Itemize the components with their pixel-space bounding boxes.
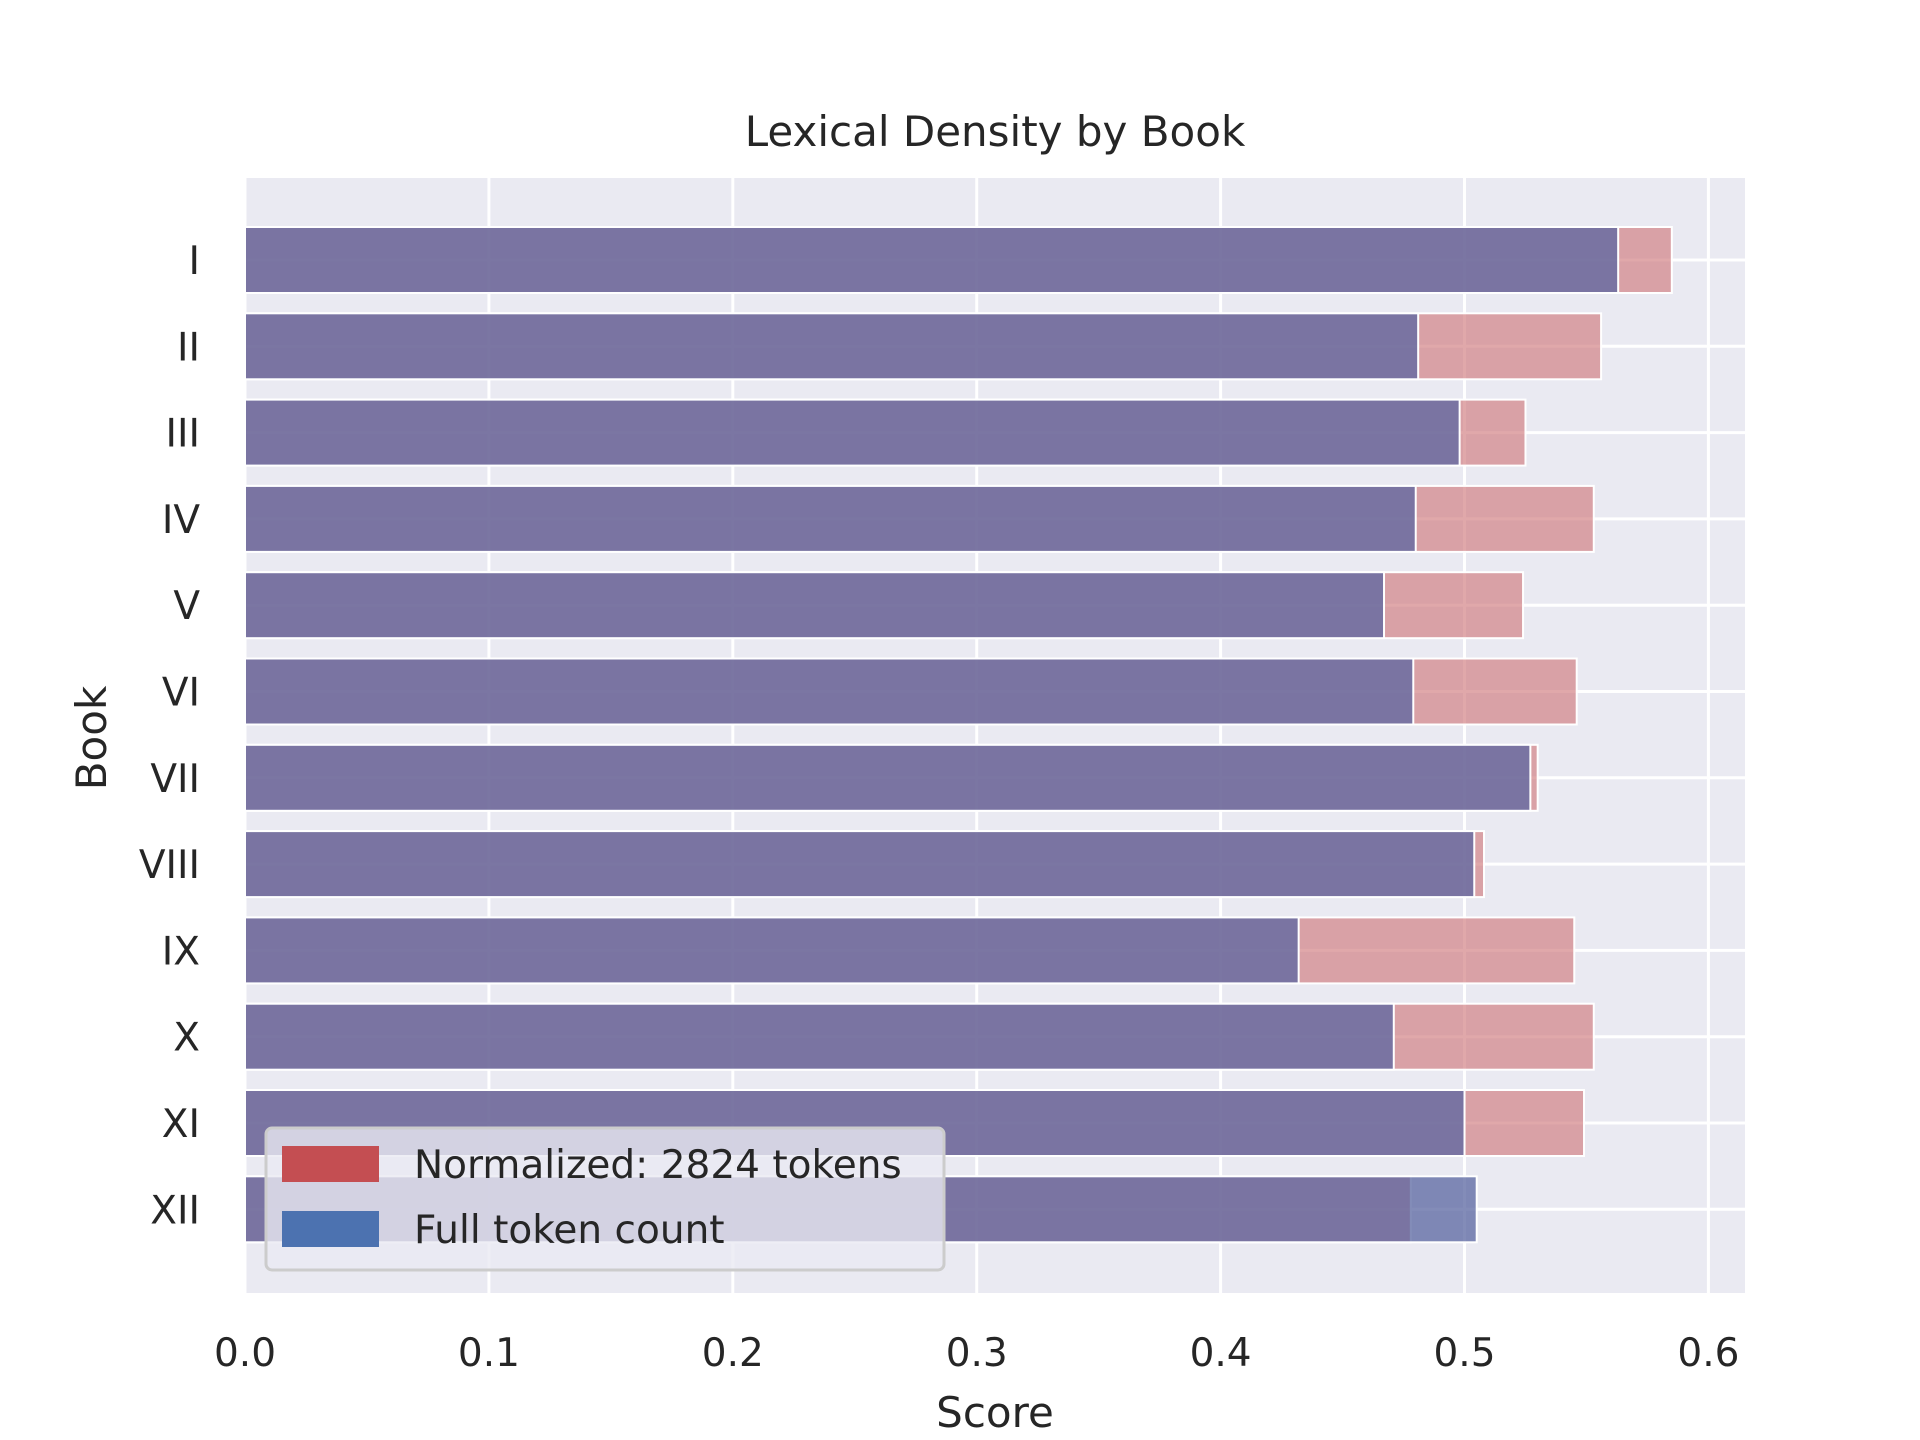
legend-label-normalized: Normalized: 2824 tokens (414, 1143, 902, 1188)
y-tick-label-x: X (173, 1016, 200, 1061)
bar-full-token-count-v (244, 571, 1386, 640)
x-axis-label: Score (936, 1388, 1054, 1437)
x-tick-label: 0.2 (702, 1331, 764, 1376)
x-tick-label: 0.6 (1677, 1331, 1739, 1376)
y-axis-label: Book (67, 685, 116, 790)
y-tick-label-xi: XI (162, 1102, 200, 1147)
legend-box (264, 1126, 946, 1272)
bar-full-token-count-i (244, 226, 1620, 294)
legend: Normalized: 2824 tokens Full token count (264, 1126, 946, 1272)
bar-full-token-count-iv (244, 484, 1417, 553)
y-tick-label-vii: VII (150, 757, 200, 802)
x-tick-label: 0.4 (1190, 1331, 1252, 1376)
x-tick-labels: 0.0 0.1 0.2 0.3 0.4 0.5 0.6 (214, 1331, 1739, 1376)
bar-full-token-count-ii (244, 312, 1420, 381)
y-tick-label-i: I (188, 239, 200, 284)
bar-full-token-count-ix (244, 916, 1300, 985)
y-tick-label-v: V (173, 584, 200, 629)
bar-full-token-count-x (244, 1002, 1395, 1071)
x-tick-label: 0.3 (946, 1331, 1008, 1376)
chart-title: Lexical Density by Book (745, 107, 1246, 156)
bar-full-token-count-iii (244, 398, 1461, 467)
bar-full-token-count-vii (244, 743, 1532, 812)
y-tick-label-vi: VI (162, 671, 200, 716)
y-tick-label-ix: IX (162, 929, 200, 974)
bar-full-token-count-vi (244, 657, 1415, 726)
y-tick-label-iii: III (165, 412, 200, 457)
x-tick-label: 0.5 (1433, 1331, 1495, 1376)
legend-swatch-normalized (282, 1146, 379, 1182)
legend-swatch-full-token-count (282, 1211, 379, 1247)
x-tick-label: 0.1 (458, 1331, 520, 1376)
y-tick-label-xii: XII (150, 1188, 200, 1233)
y-tick-label-viii: VIII (139, 843, 200, 888)
y-tick-label-iv: IV (162, 498, 201, 543)
x-tick-label: 0.0 (214, 1331, 276, 1376)
bar-full-token-count-viii (244, 830, 1476, 899)
y-tick-label-ii: II (177, 325, 200, 370)
legend-label-full-token-count: Full token count (414, 1208, 725, 1253)
